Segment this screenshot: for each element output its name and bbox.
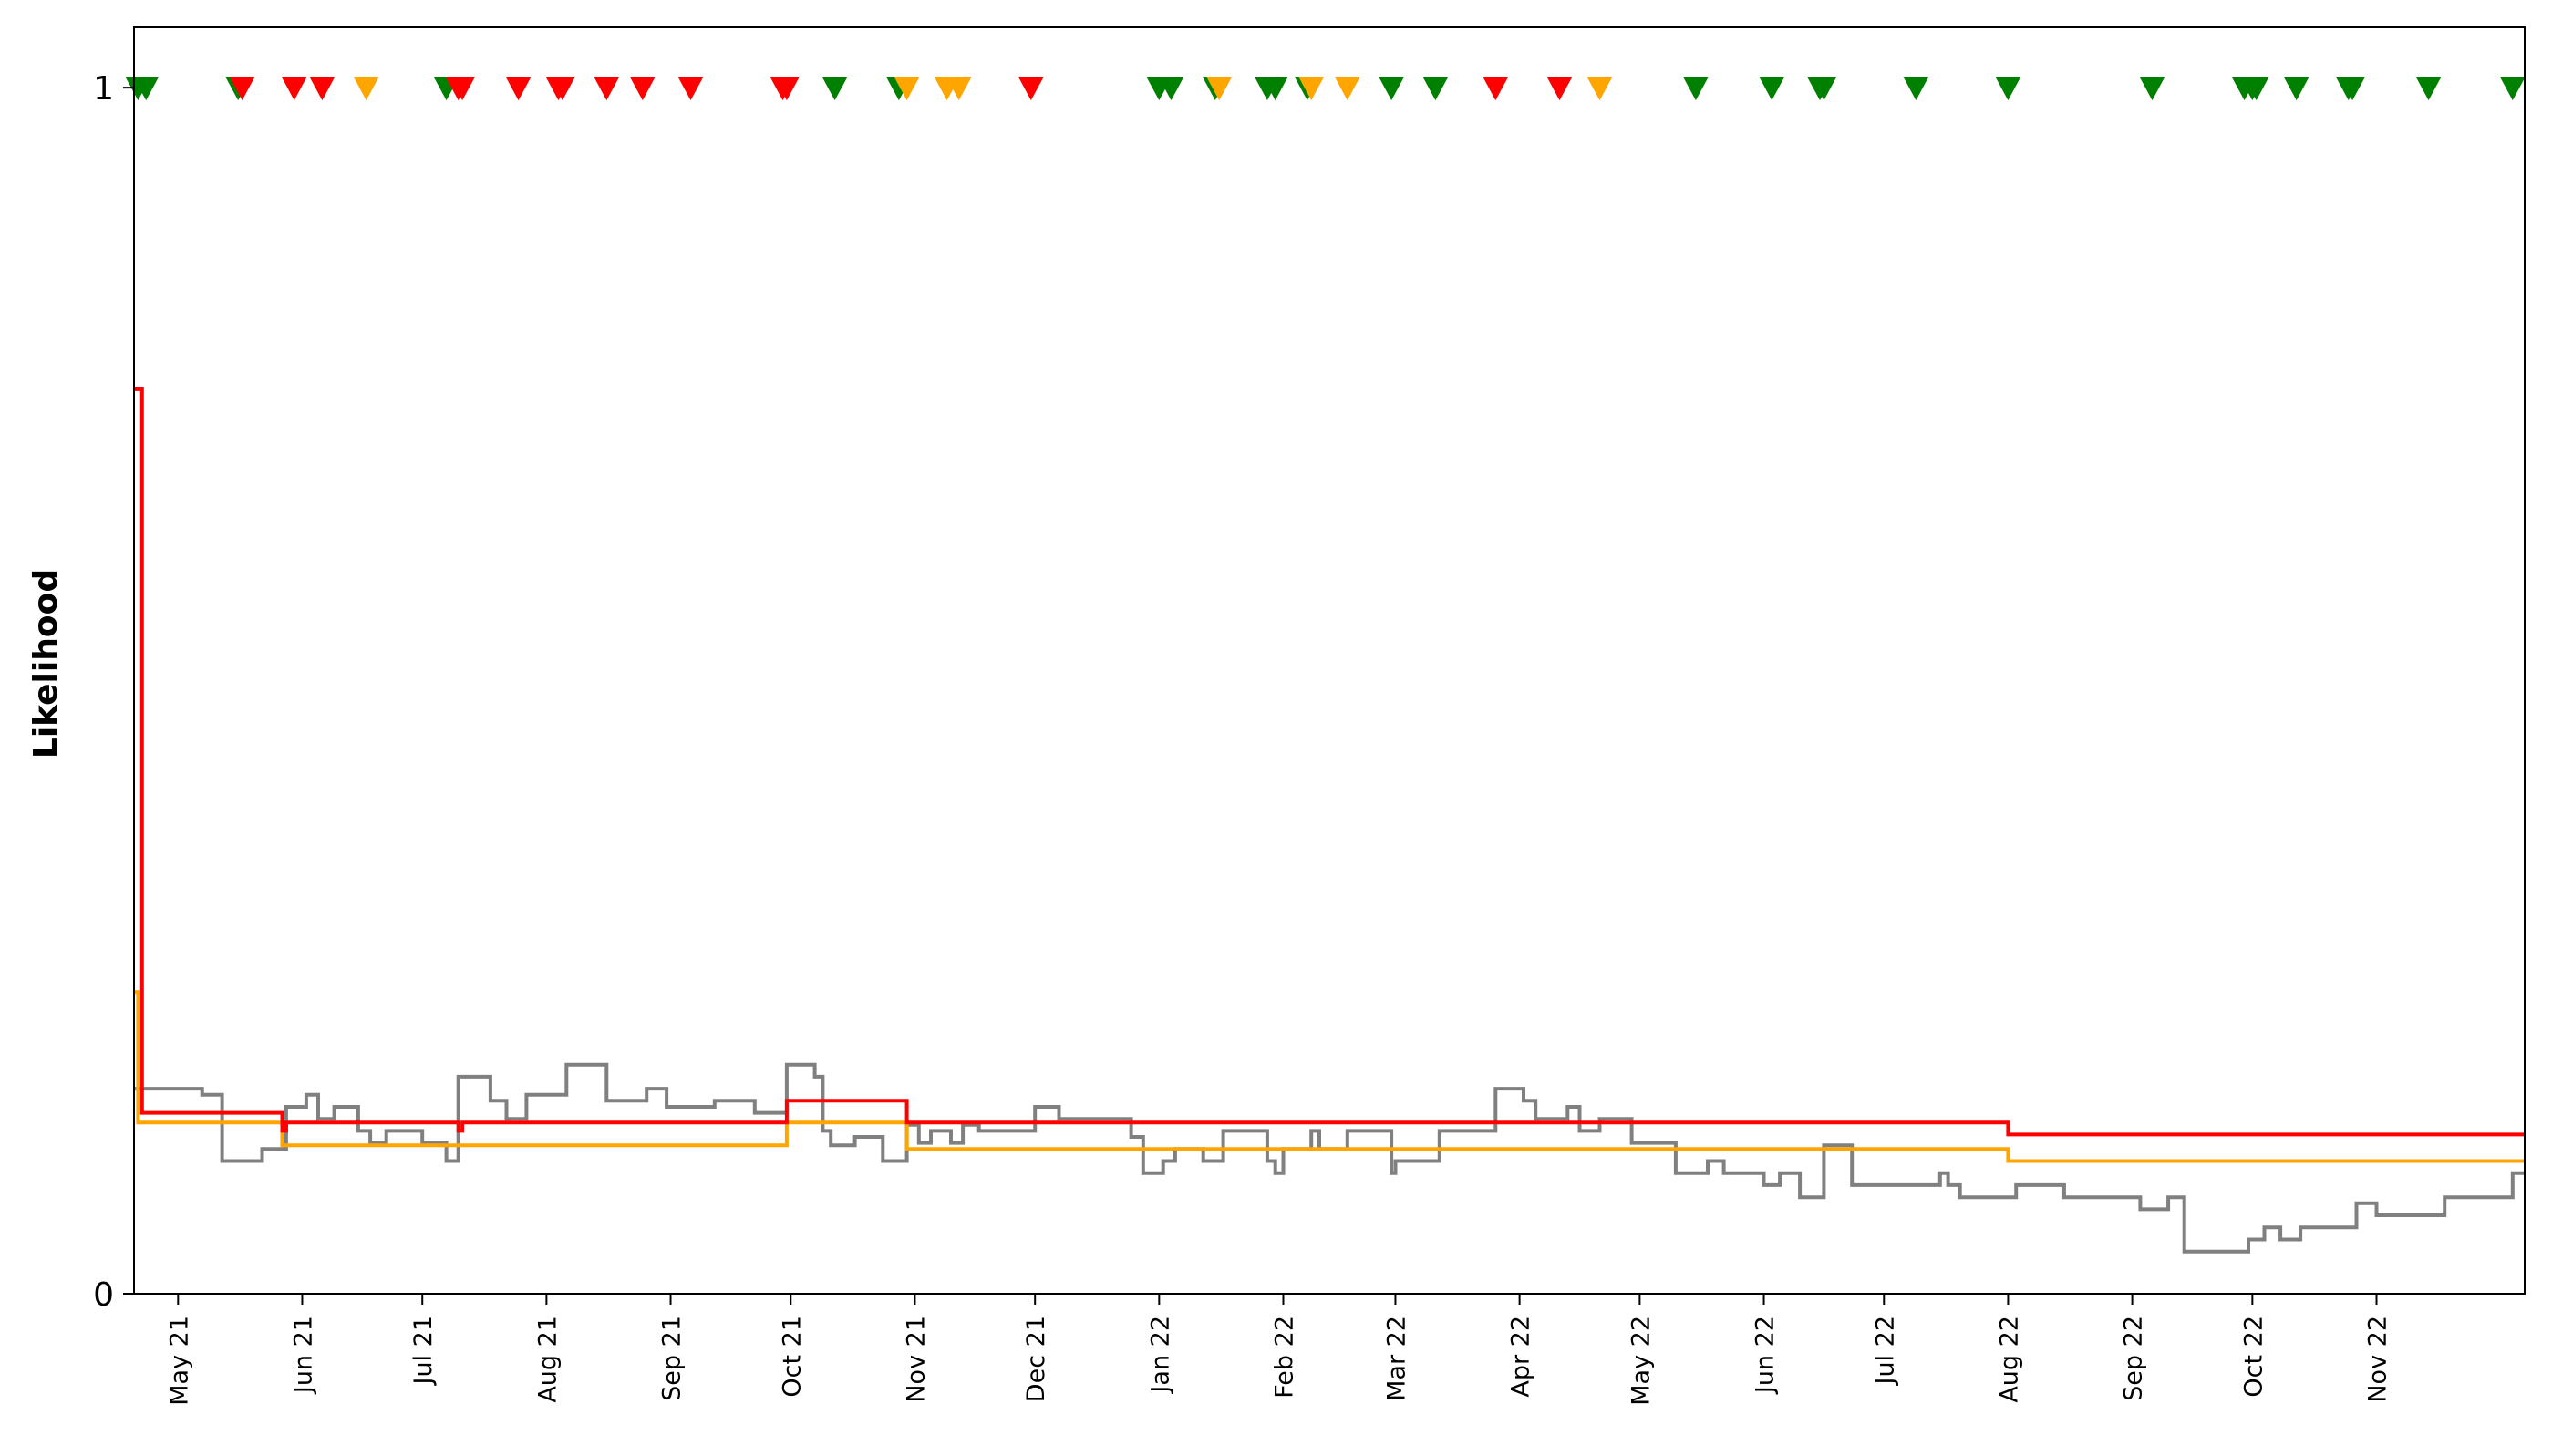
x-tick-label: Dec 21 — [1022, 1316, 1050, 1402]
x-tick-label: Jul 22 — [1871, 1316, 1899, 1387]
x-tick-label: Oct 22 — [2239, 1316, 2268, 1398]
x-tick-label: Oct 21 — [778, 1316, 806, 1398]
series-line-2 — [134, 1062, 2525, 1254]
y-tick-label: 1 — [93, 70, 114, 108]
x-tick-label: May 21 — [165, 1316, 193, 1406]
event-marker — [2340, 77, 2366, 101]
event-marker — [1298, 77, 1325, 101]
event-marker — [449, 77, 476, 101]
x-tick-label: Nov 21 — [902, 1316, 930, 1403]
event-marker — [1158, 77, 1184, 101]
series-layer — [134, 387, 2525, 1254]
event-marker — [894, 77, 920, 101]
y-axis-label: Likelihood — [27, 569, 65, 759]
event-marker — [945, 77, 972, 101]
event-marker — [281, 77, 307, 101]
event-marker — [821, 77, 848, 101]
event-marker — [1206, 77, 1233, 101]
event-marker — [1586, 77, 1613, 101]
event-marker — [309, 77, 336, 101]
marker-layer — [125, 77, 2526, 101]
event-marker — [1018, 77, 1044, 101]
event-marker — [2139, 77, 2165, 101]
event-marker — [229, 77, 255, 101]
x-tick-label: Aug 21 — [533, 1316, 562, 1403]
event-marker — [2243, 77, 2269, 101]
series-line-0 — [134, 387, 2525, 1137]
x-tick-label: May 22 — [1627, 1316, 1655, 1406]
x-tick-label: Jun 21 — [290, 1316, 318, 1395]
x-tick-label: Apr 22 — [1507, 1316, 1535, 1398]
event-marker — [133, 77, 160, 101]
event-marker — [1759, 77, 1785, 101]
event-marker — [353, 77, 379, 101]
x-tick-label: Aug 22 — [1995, 1316, 2023, 1403]
event-marker — [2499, 77, 2526, 101]
x-tick-label: Jul 21 — [409, 1316, 438, 1387]
event-marker — [677, 77, 704, 101]
event-marker — [1903, 77, 1929, 101]
event-marker — [1262, 77, 1288, 101]
event-marker — [505, 77, 532, 101]
event-marker — [629, 77, 656, 101]
plot-frame — [133, 26, 2526, 1295]
event-marker — [594, 77, 620, 101]
y-tick-label: 0 — [93, 1276, 114, 1314]
event-marker — [1379, 77, 1405, 101]
x-tick-label: Sep 21 — [658, 1316, 687, 1401]
y-axis: 01 — [93, 70, 134, 1314]
event-marker — [773, 77, 800, 101]
x-axis: May 21 Jun 21 Jul 21 Aug 21 Sep 21 Oct 21 Nov … — [165, 1294, 2392, 1406]
event-marker — [1422, 77, 1449, 101]
x-tick-label: Sep 22 — [2120, 1316, 2148, 1401]
event-marker — [2283, 77, 2309, 101]
event-marker — [2415, 77, 2442, 101]
event-marker — [1995, 77, 2021, 101]
event-marker — [549, 77, 575, 101]
x-tick-label: Jun 22 — [1751, 1316, 1780, 1395]
x-tick-label: Jan 22 — [1146, 1316, 1174, 1395]
event-marker — [1483, 77, 1509, 101]
x-tick-label: Mar 22 — [1383, 1316, 1411, 1401]
event-marker — [1811, 77, 1837, 101]
plot-area — [134, 27, 2525, 1294]
series-line-1 — [134, 990, 2525, 1163]
event-marker — [1546, 77, 1573, 101]
event-marker — [1334, 77, 1360, 101]
x-tick-label: Nov 22 — [2364, 1316, 2392, 1403]
event-marker — [1682, 77, 1709, 101]
x-tick-label: Feb 22 — [1271, 1316, 1299, 1399]
